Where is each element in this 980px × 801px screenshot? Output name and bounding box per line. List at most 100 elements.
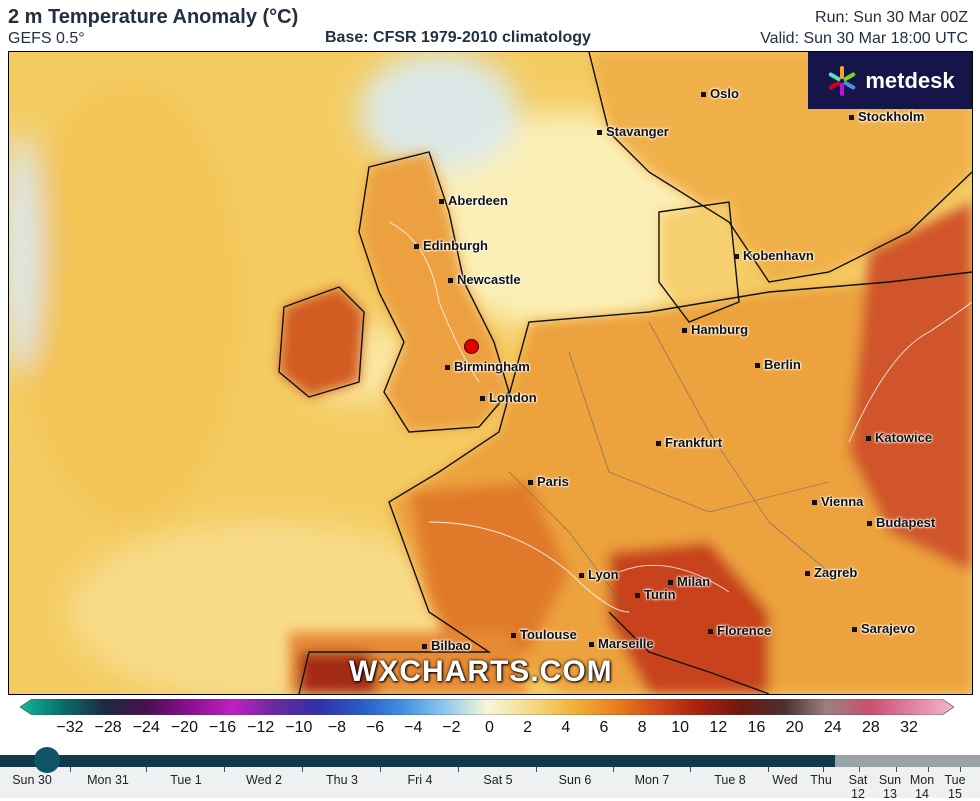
timeline-tick — [896, 767, 897, 772]
timeline-day-label[interactable]: Thu 3 — [326, 773, 358, 787]
timeline-tick — [859, 767, 860, 772]
colorbar-tick-label: −10 — [285, 719, 313, 736]
metdesk-star-icon — [829, 65, 856, 96]
timeline-tick — [70, 767, 71, 772]
ireland-land — [279, 287, 364, 397]
border-lines-2 — [648, 321, 830, 573]
iberia-hot — [299, 652, 379, 694]
city-label-marseille: Marseille — [589, 636, 654, 651]
timeline-tick — [823, 767, 824, 772]
valid-time: Valid: Sun 30 Mar 18:00 UTC — [760, 30, 968, 47]
colorbar-tick-label: −6 — [365, 719, 385, 736]
logo-text: metdesk — [865, 67, 955, 93]
atlantic-zone — [19, 82, 239, 522]
chart-title: 2 m Temperature Anomaly (°C) — [8, 6, 299, 28]
city-label-berlin: Berlin — [755, 357, 801, 372]
colorbar-tick-label: 12 — [709, 719, 728, 736]
base-climatology: Base: CFSR 1979-2010 climatology — [325, 29, 591, 46]
city-label-bilbao: Bilbao — [422, 638, 471, 653]
colorbar-tick-label: 28 — [861, 719, 880, 736]
city-label-turin: Turin — [635, 587, 676, 602]
city-label-kobenhavn: Kobenhavn — [734, 248, 814, 263]
britain-coast — [358, 151, 510, 433]
metdesk-logo[interactable]: metdesk — [808, 52, 972, 109]
timeline-tick — [768, 767, 769, 772]
contour-4c-east — [848, 301, 972, 443]
timeline-day-label[interactable]: Sat 5 — [483, 773, 513, 787]
timeline-handle[interactable] — [34, 747, 60, 773]
city-label-edinburgh: Edinburgh — [414, 238, 488, 253]
colorbar-tick-label: −20 — [170, 719, 198, 736]
denmark-land — [659, 202, 739, 322]
colorbar-tick-label: −2 — [442, 719, 461, 736]
timeline-day-label[interactable]: Sat 12 — [848, 773, 868, 801]
city-label-toulouse: Toulouse — [511, 627, 577, 642]
cold-zone-west — [9, 132, 41, 372]
timeline-tick — [960, 767, 961, 772]
city-label-stockholm: Stockholm — [849, 109, 924, 124]
colorbar-tick-label: −32 — [56, 719, 84, 736]
city-label-zagreb: Zagreb — [805, 565, 857, 580]
timeline-day-label[interactable]: Mon 31 — [87, 773, 129, 787]
city-label-birmingham: Birmingham — [445, 359, 530, 374]
contour-4c-france — [428, 521, 630, 613]
timeline-tick — [224, 767, 225, 772]
anomaly-map: metdesk Oslo Stavanger Stockholm Aberdee… — [8, 51, 973, 695]
city-label-paris: Paris — [528, 474, 569, 489]
timeline-day-label[interactable]: Sun 13 — [878, 773, 902, 801]
colorbar-tick-label: −4 — [404, 719, 423, 736]
city-label-sarajevo: Sarajevo — [852, 621, 915, 636]
colorbar — [20, 699, 954, 715]
city-label-london: London — [480, 390, 537, 405]
colorbar-scale — [20, 699, 954, 715]
wxcharts-watermark: WXCHARTS.COM — [349, 655, 613, 688]
timeline-tick — [302, 767, 303, 772]
colorbar-tick-label: 0 — [485, 719, 494, 736]
timeline-day-label[interactable]: Thu — [810, 773, 832, 787]
timeline-day-label[interactable]: Mon 7 — [634, 773, 670, 787]
city-label-milan: Milan — [668, 574, 710, 589]
timeline-day-label[interactable]: Tue 15 — [944, 773, 966, 801]
east-warm — [849, 202, 972, 572]
contour-8c-alps — [618, 564, 730, 593]
run-time: Run: Sun 30 Mar 00Z — [815, 9, 968, 26]
timeline-day-label[interactable]: Wed — [772, 773, 798, 787]
model-name: GEFS 0.5° — [8, 30, 85, 47]
cold-zone-north — [359, 52, 519, 172]
colorbar-tick-label: 2 — [523, 719, 533, 736]
city-label-vienna: Vienna — [812, 494, 863, 509]
denmark-coast — [658, 201, 740, 323]
city-label-frankfurt: Frankfurt — [656, 435, 722, 450]
city-label-stavanger: Stavanger — [597, 124, 669, 139]
city-label-florence: Florence — [708, 623, 771, 638]
border-lines — [568, 351, 830, 513]
colorbar-labels: −32 −28 −24 −20 −16 −12 −10 −8 −6 −4 −2 0 2 4 6 8 10 12 16… — [0, 719, 980, 741]
timeline-track-extended[interactable] — [835, 755, 980, 767]
timeline-tick — [613, 767, 614, 772]
colorbar-tick-label: −24 — [132, 719, 160, 736]
timeline-day-label[interactable]: Mon 14 — [909, 773, 935, 801]
france-warm — [409, 482, 569, 652]
colorbar-tick-label: 16 — [747, 719, 766, 736]
ireland-coast — [278, 286, 365, 398]
city-label-katowice: Katowice — [866, 430, 932, 445]
timeline-day-label[interactable]: Wed 2 — [246, 773, 282, 787]
timeline-day-label[interactable]: Fri 4 — [407, 773, 433, 787]
timeline-track[interactable] — [0, 755, 835, 767]
timeline-day-label[interactable]: Sun 6 — [558, 773, 592, 787]
time-slider[interactable]: Sun 30 Mon 31 Tue 1 Wed 2 Thu 3 Fri 4 Sat 5 Sun… — [0, 747, 980, 801]
timeline-day-label[interactable]: Tue 8 — [714, 773, 746, 787]
italy-hot — [609, 542, 769, 694]
timeline-day-label[interactable]: Tue 1 — [170, 773, 202, 787]
city-label-lyon: Lyon — [579, 567, 619, 582]
timeline-tick — [458, 767, 459, 772]
timeline-day-label[interactable]: Sun 30 — [12, 773, 52, 787]
city-label-oslo: Oslo — [701, 86, 739, 101]
colorbar-tick-label: 24 — [823, 719, 842, 736]
timeline-tick — [536, 767, 537, 772]
colorbar-tick-label: −16 — [208, 719, 237, 736]
city-label-newcastle: Newcastle — [448, 272, 521, 287]
location-marker[interactable] — [464, 339, 479, 354]
italy-coast — [608, 611, 770, 694]
colorbar-tick-label: 10 — [671, 719, 690, 736]
